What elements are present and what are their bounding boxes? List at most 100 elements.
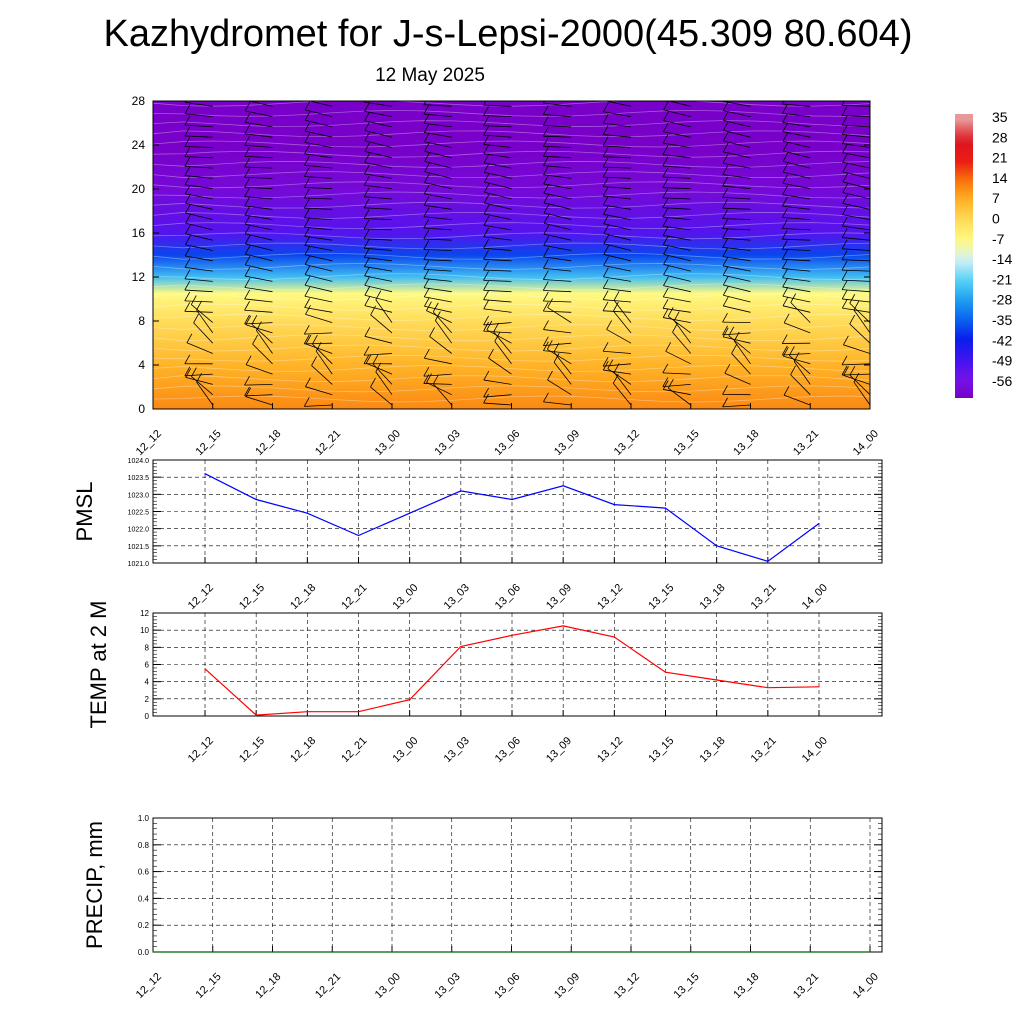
- wind-barb-flag: [303, 198, 310, 209]
- wind-barb-flag: [364, 327, 371, 337]
- wind-barb: [543, 290, 572, 293]
- wind-barb: [304, 235, 333, 241]
- wind-barb: [153, 157, 154, 158]
- wind-barb: [543, 401, 572, 406]
- wind-barb: [782, 161, 811, 169]
- wind-barb: [364, 228, 393, 231]
- wind-barb-flag: [244, 196, 251, 207]
- wind-barb-flag: [602, 186, 609, 197]
- wind-barb-flag: [722, 296, 729, 307]
- wind-barb: [483, 144, 512, 148]
- wind-barb: [603, 223, 632, 231]
- wind-barb-flag: [423, 349, 430, 359]
- wind-barb: [543, 329, 572, 334]
- pmsl-x-tick-label: 12_21: [339, 582, 369, 612]
- y-tick-label: 0: [138, 402, 145, 416]
- wind-barb-flag: [781, 208, 788, 218]
- wind-barb-flag: [483, 290, 489, 300]
- wind-barb-flag: [663, 111, 669, 121]
- temp-point: [562, 625, 564, 627]
- wind-barb: [364, 266, 393, 272]
- wind-barb-flag: [423, 278, 430, 288]
- wind-barb-flag: [547, 298, 553, 308]
- wind-barb-flag: [790, 365, 796, 375]
- wind-barb-flag: [483, 321, 489, 332]
- precip-x-tick-label: 12_15: [194, 971, 224, 1001]
- wind-barb: [304, 226, 333, 231]
- wind-barb: [722, 162, 751, 169]
- colorbar-label: -49: [992, 353, 1012, 369]
- wind-barb-flag: [125, 347, 130, 356]
- wind-barb: [553, 351, 572, 375]
- wind-barb-flag: [423, 104, 430, 115]
- wind-barb: [662, 372, 691, 375]
- wind-barb-flag: [423, 101, 427, 105]
- wind-barb: [424, 193, 452, 200]
- wind-barb: [722, 218, 751, 220]
- wind-barb: [842, 181, 870, 190]
- wind-barb-flag: [244, 314, 250, 325]
- y-tick-label: 4: [138, 358, 145, 372]
- wind-barb-flag: [184, 354, 191, 364]
- wind-barb-flag: [483, 315, 489, 326]
- wind-barb-flag: [244, 187, 250, 197]
- wind-barb-flag: [244, 124, 251, 134]
- precip-point: [510, 951, 513, 953]
- wind-barb-flag: [602, 125, 609, 135]
- wind-barb-flag: [423, 114, 430, 124]
- pmsl-point: [204, 473, 206, 475]
- wind-barb: [782, 238, 811, 241]
- temp-x-tick-label: 12_12: [186, 735, 216, 765]
- wind-barb-flag: [125, 238, 130, 247]
- wind-barb-flag: [483, 281, 489, 291]
- wind-barb: [603, 213, 632, 220]
- wind-barb: [245, 233, 273, 241]
- wind-barb-flag: [126, 183, 131, 192]
- wind-barb-flag: [781, 230, 788, 240]
- wind-barb-flag: [125, 145, 130, 154]
- wind-barb-flag: [363, 248, 370, 258]
- wind-barb-flag: [722, 142, 729, 153]
- wind-barbs: [125, 101, 870, 408]
- wind-barb-flag: [423, 260, 430, 270]
- wind-barb-flag: [542, 127, 549, 137]
- wind-barb: [423, 268, 452, 272]
- precip-point: [809, 951, 811, 953]
- x-tick-label: 13_18: [731, 428, 761, 458]
- pmsl-x-tick-label: 13_15: [646, 582, 676, 612]
- x-tick-label: 13_21: [791, 428, 821, 458]
- wind-barb-flag: [363, 187, 370, 197]
- wind-barb-flag: [303, 397, 310, 407]
- x-tick-label: 13_00: [373, 428, 403, 458]
- wind-barb: [543, 202, 572, 210]
- wind-barb: [723, 274, 751, 282]
- wind-barb: [304, 217, 333, 220]
- wind-barb-flag: [841, 280, 848, 290]
- wind-barb-flag: [125, 227, 130, 236]
- wind-barb: [843, 344, 870, 354]
- wind-barb: [308, 101, 333, 107]
- wind-barb-flag: [423, 218, 430, 229]
- wind-barb: [244, 394, 273, 397]
- pmsl-point: [664, 507, 667, 509]
- contour-line: [153, 191, 870, 199]
- wind-barb-flag: [843, 366, 849, 376]
- wind-barb-flag: [483, 125, 489, 136]
- wind-barb-flag: [543, 101, 546, 104]
- wind-barb: [304, 119, 333, 128]
- wind-barb: [364, 110, 393, 117]
- wind-barb: [603, 276, 632, 282]
- wind-barb: [613, 300, 632, 323]
- wind-barb-flag: [184, 269, 191, 280]
- wind-barb: [364, 207, 393, 210]
- wind-barb-flag: [364, 131, 371, 141]
- pmsl-point: [716, 545, 718, 547]
- wind-barb-flag: [305, 377, 311, 387]
- wind-barb-flag: [303, 334, 310, 345]
- wind-barb-flag: [722, 121, 729, 131]
- y-tick-label: 8: [138, 314, 145, 328]
- wind-barb-flag: [125, 291, 130, 300]
- wind-barb-flag: [363, 209, 370, 219]
- wind-barb-flag: [662, 207, 669, 218]
- precip-point: [271, 951, 274, 953]
